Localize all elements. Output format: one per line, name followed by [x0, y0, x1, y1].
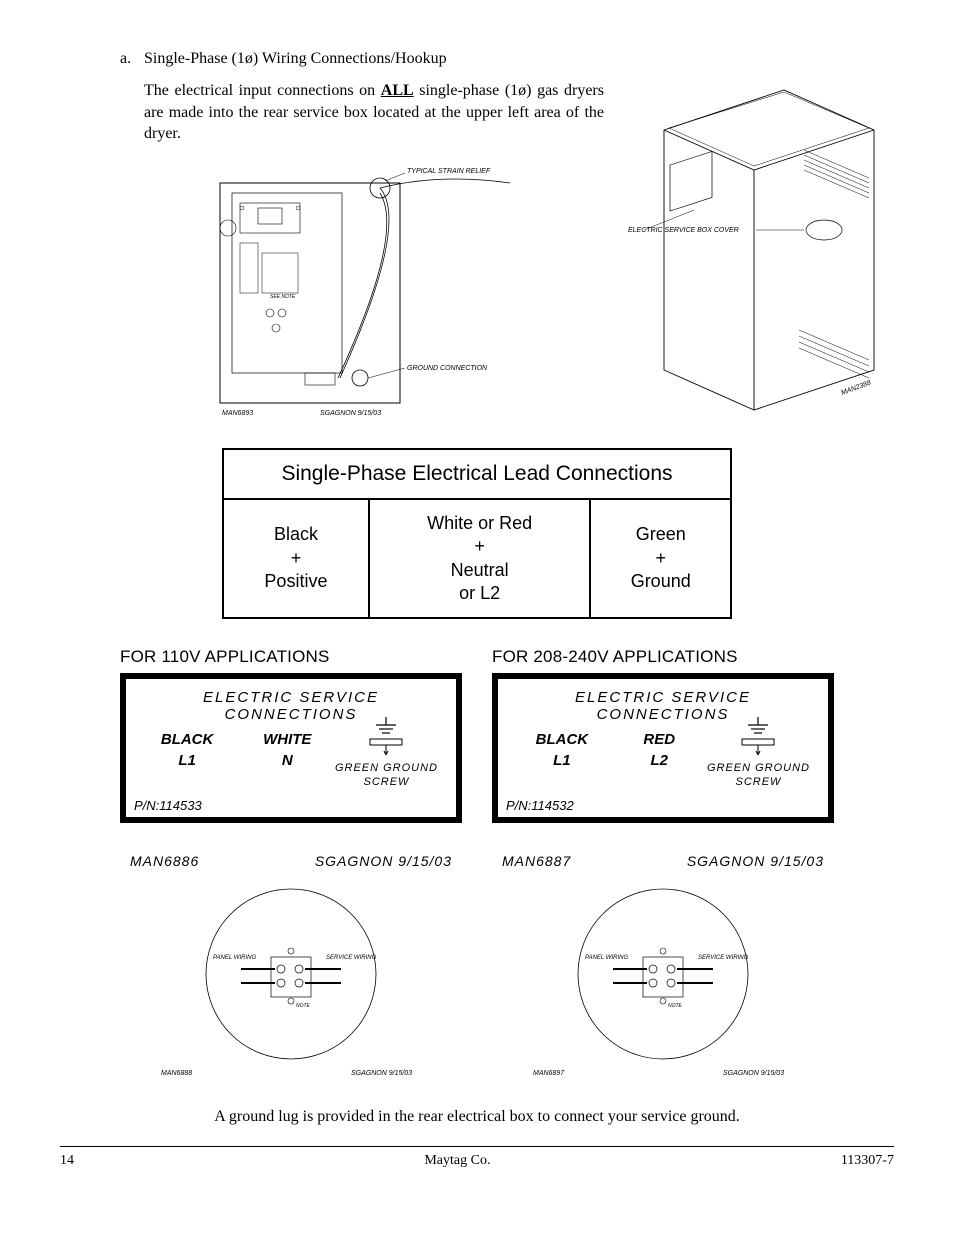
app-col-208v: FOR 208-240V APPLICATIONS ELECTRIC SERVI… [492, 647, 834, 1094]
lead-col-3: Green + Ground [590, 499, 731, 619]
list-marker: a. [120, 50, 144, 68]
dryer-isometric-svg: ELECTRIC SERVICE BOX COVER MAN2388 [624, 50, 894, 420]
conn-c2-label: WHITE [263, 731, 311, 748]
conn-col-black: BLACK L1 [161, 731, 214, 769]
ground-connection-label: GROUND CONNECTION [407, 365, 488, 372]
pn-110v: P/N:114533 [134, 798, 202, 813]
conn-col-black-r: BLACK L1 [536, 731, 589, 769]
conn-c2-sub: N [263, 752, 311, 769]
svg-text:SGAGNON 9/15/03: SGAGNON 9/15/03 [351, 1070, 412, 1077]
connection-block-208v: ELECTRIC SERVICE CONNECTIONS BLACK L1 RE… [492, 673, 834, 823]
pn-208v: P/N:114532 [506, 798, 574, 813]
ground-label2-208v: SCREW [707, 776, 810, 788]
page-number: 14 [60, 1153, 74, 1169]
ground-label1-110v: GREEN GROUND [335, 762, 438, 774]
strain-relief-label: TYPICAL STRAIN RELIEF [407, 168, 491, 175]
text-column: a. Single-Phase (1ø) Wiring Connections/… [60, 50, 604, 423]
app-heading-208v: FOR 208-240V APPLICATIONS [492, 647, 834, 667]
company-name: Maytag Co. [424, 1153, 490, 1169]
caption-row-208v: MAN6887 SGAGNON 9/15/03 [492, 853, 834, 869]
conn-r-c1-sub: L1 [536, 752, 589, 769]
svg-text:PANEL WIRING: PANEL WIRING [213, 955, 256, 961]
doc-number: 113307-7 [841, 1153, 894, 1169]
app-col-110v: FOR 110V APPLICATIONS ELECTRIC SERVICE C… [120, 647, 462, 1094]
svg-text:NOTE: NOTE [668, 1003, 683, 1009]
circle-svg-208v: PANEL WIRING SERVICE WIRING NOTE MAN6897… [513, 879, 813, 1079]
section-title: Single-Phase (1ø) Wiring Connections/Hoo… [144, 50, 447, 68]
lead-connections-table: Single-Phase Electrical Lead Connections… [222, 448, 732, 620]
rear-service-box-figure: TYPICAL STRAIN RELIEF GROUND CONNECTION … [210, 163, 520, 423]
lead-c3-b: + [655, 548, 666, 568]
conn-col-red-r: RED L2 [643, 731, 675, 769]
ground-icon [362, 715, 410, 755]
lead-c1-a: Black [274, 524, 318, 544]
service-box-cover-label: ELECTRIC SERVICE BOX COVER [628, 227, 739, 234]
body-paragraph: The electrical input connections on ALL … [120, 80, 604, 145]
conn-r-c2-sub: L2 [643, 752, 675, 769]
circle-diagram-208v: PANEL WIRING SERVICE WIRING NOTE MAN6897… [492, 879, 834, 1084]
ground-label1-208v: GREEN GROUND [707, 762, 810, 774]
svg-text:SGAGNON 9/15/03: SGAGNON 9/15/03 [723, 1070, 784, 1077]
circle-diagram-110v: PANEL WIRING SERVICE WIRING NOTE MAN6888… [120, 879, 462, 1084]
footer-note: A ground lug is provided in the rear ele… [60, 1108, 894, 1126]
svg-text:NOTE: NOTE [296, 1003, 311, 1009]
rear-code-left: MAN6893 [222, 410, 253, 417]
section-heading: a. Single-Phase (1ø) Wiring Connections/… [120, 50, 604, 68]
man-208v: MAN6887 [502, 853, 571, 869]
dryer-figure: ELECTRIC SERVICE BOX COVER MAN2388 [624, 50, 894, 423]
lead-c2-a: White or Red [427, 513, 532, 533]
lead-c2-b: + [474, 536, 485, 556]
body-all: ALL [381, 82, 414, 99]
lead-c1-b: + [291, 548, 302, 568]
man-110v: MAN6886 [130, 853, 199, 869]
svg-text:SERVICE WIRING: SERVICE WIRING [698, 955, 749, 961]
svg-text:SERVICE WIRING: SERVICE WIRING [326, 955, 377, 961]
lead-col-2: White or Red + Neutral or L2 [369, 499, 591, 619]
body-pre: The electrical input connections on [144, 82, 381, 99]
caption-row-110v: MAN6886 SGAGNON 9/15/03 [120, 853, 462, 869]
lead-c2-d: or L2 [459, 583, 500, 603]
ground-icon-r [734, 715, 782, 755]
top-section: a. Single-Phase (1ø) Wiring Connections/… [60, 50, 894, 423]
conn-r-c1-label: BLACK [536, 731, 589, 748]
conn-c1-sub: L1 [161, 752, 214, 769]
sig-110v: SGAGNON 9/15/03 [315, 853, 452, 869]
ground-label2-110v: SCREW [335, 776, 438, 788]
ground-symbol-208v: GREEN GROUND SCREW [707, 715, 810, 788]
dryer-code: MAN2388 [840, 380, 872, 397]
svg-text:MAN6888: MAN6888 [161, 1070, 192, 1077]
svg-text:MAN6897: MAN6897 [533, 1070, 565, 1077]
sig-208v: SGAGNON 9/15/03 [687, 853, 824, 869]
lead-c3-c: Ground [631, 571, 691, 591]
connection-block-110v: ELECTRIC SERVICE CONNECTIONS BLACK L1 WH… [120, 673, 462, 823]
conn-c1-label: BLACK [161, 731, 214, 748]
lead-col-1: Black + Positive [223, 499, 369, 619]
conn-r-c2-label: RED [643, 731, 675, 748]
lead-c3-a: Green [636, 524, 686, 544]
lead-c2-c: Neutral [451, 560, 509, 580]
applications-row: FOR 110V APPLICATIONS ELECTRIC SERVICE C… [60, 647, 894, 1094]
lead-c1-c: Positive [264, 571, 327, 591]
page-footer: 14 Maytag Co. 113307-7 [60, 1147, 894, 1169]
ground-symbol-110v: GREEN GROUND SCREW [335, 715, 438, 788]
conn-col-white: WHITE N [263, 731, 311, 769]
rear-code-right: SGAGNON 9/15/03 [320, 410, 381, 417]
svg-text:PANEL WIRING: PANEL WIRING [585, 955, 628, 961]
circle-svg-110v: PANEL WIRING SERVICE WIRING NOTE MAN6888… [141, 879, 441, 1079]
lead-table-title: Single-Phase Electrical Lead Connections [223, 449, 731, 499]
app-heading-110v: FOR 110V APPLICATIONS [120, 647, 462, 667]
see-note-label: SEE NOTE [270, 294, 296, 300]
